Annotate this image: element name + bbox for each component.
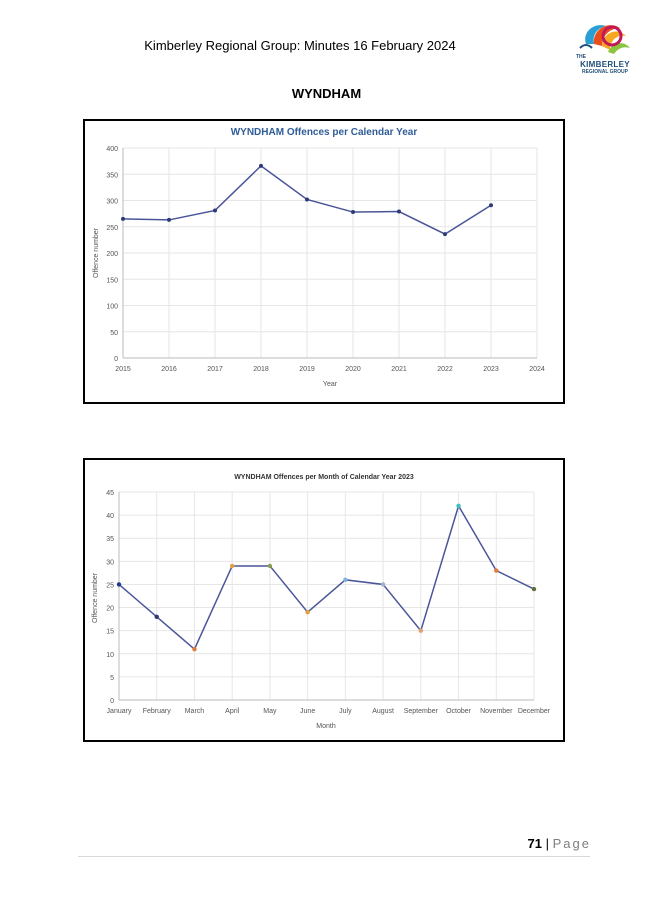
kimberley-logo-icon xyxy=(572,14,638,74)
x-tick-label: June xyxy=(300,708,315,715)
data-point xyxy=(489,203,493,208)
y-tick-label: 400 xyxy=(106,146,118,153)
data-point xyxy=(343,577,348,583)
data-point xyxy=(305,197,309,202)
data-point xyxy=(121,216,125,221)
x-tick-label: 2016 xyxy=(161,366,177,373)
y-tick-label: 50 xyxy=(110,330,118,337)
data-point xyxy=(213,208,217,213)
x-tick-label: 2021 xyxy=(391,366,407,373)
x-tick-label: May xyxy=(263,708,277,715)
x-tick-label: 2019 xyxy=(299,366,315,373)
y-tick-label: 15 xyxy=(106,629,114,636)
data-point xyxy=(267,563,273,569)
logo-text-small: THE xyxy=(576,54,586,60)
y-tick-label: 5 xyxy=(110,675,114,682)
x-tick-label: August xyxy=(372,708,394,715)
logo-text: THE KIMBERLEY REGIONAL GROUP xyxy=(572,54,638,75)
x-tick-label: 2015 xyxy=(115,366,131,373)
y-tick-label: 30 xyxy=(106,559,114,566)
logo-text-main: KIMBERLEY xyxy=(580,60,630,69)
x-tick-label: January xyxy=(107,708,132,715)
y-tick-label: 0 xyxy=(114,356,118,363)
data-point xyxy=(380,582,386,587)
monthly-offences-chart-frame: WYNDHAM Offences per Month of Calendar Y… xyxy=(83,458,565,742)
data-point xyxy=(531,586,537,592)
y-tick-label: 350 xyxy=(106,172,118,179)
page-number: 71 | Page xyxy=(528,836,591,851)
data-point xyxy=(192,646,197,652)
data-point xyxy=(154,614,159,619)
x-tick-label: February xyxy=(143,708,172,715)
footer-divider xyxy=(78,856,590,857)
data-point xyxy=(494,568,499,573)
y-tick-label: 25 xyxy=(106,582,114,589)
y-tick-label: 40 xyxy=(106,513,114,520)
data-point xyxy=(418,628,424,633)
x-tick-label: 2023 xyxy=(483,366,499,373)
y-axis-label: Offence number xyxy=(92,572,99,623)
x-tick-label: November xyxy=(480,708,513,715)
y-tick-label: 200 xyxy=(106,251,118,258)
x-tick-label: April xyxy=(225,708,239,715)
y-tick-label: 150 xyxy=(106,277,118,284)
data-point xyxy=(167,217,171,222)
x-tick-label: March xyxy=(185,708,205,715)
x-tick-label: July xyxy=(339,708,352,715)
y-tick-label: 10 xyxy=(106,652,114,659)
x-tick-label: 2018 xyxy=(253,366,269,373)
section-title: WYNDHAM xyxy=(291,86,362,101)
x-tick-label: 2022 xyxy=(437,366,453,373)
data-point xyxy=(259,163,263,168)
monthly-offences-chart: WYNDHAM Offences per Month of Calendar Y… xyxy=(92,474,551,730)
data-point xyxy=(116,582,122,587)
document-header-title: Kimberley Regional Group: Minutes 16 Feb… xyxy=(144,38,456,53)
x-tick-label: December xyxy=(518,708,551,715)
data-point xyxy=(305,609,310,615)
data-point xyxy=(351,210,355,215)
page-number-separator: | xyxy=(542,836,553,851)
x-axis-label: Year xyxy=(323,381,338,388)
x-tick-label: September xyxy=(404,708,439,715)
data-point xyxy=(229,563,235,569)
chart-title: WYNDHAM Offences per Month of Calendar Y… xyxy=(234,474,414,481)
logo-text-sub: REGIONAL GROUP xyxy=(581,69,629,75)
y-tick-label: 100 xyxy=(106,304,118,311)
y-tick-label: 20 xyxy=(106,606,114,613)
chart-title: WYNDHAM Offences per Calendar Year xyxy=(231,127,418,138)
y-tick-label: 250 xyxy=(106,225,118,232)
yearly-offences-chart-frame: WYNDHAM Offences per Calendar Year 0 50 100… xyxy=(83,119,565,404)
x-tick-label: 2020 xyxy=(345,366,361,373)
page-word: Page xyxy=(552,836,591,851)
x-tick-label: October xyxy=(446,708,472,715)
y-tick-label: 45 xyxy=(106,490,114,497)
data-point xyxy=(397,209,401,214)
data-point xyxy=(456,503,461,509)
y-tick-label: 35 xyxy=(106,536,114,543)
data-line xyxy=(118,504,535,651)
x-tick-label: 2017 xyxy=(207,366,223,373)
page-number-value: 71 xyxy=(527,836,543,851)
x-axis-label: Month xyxy=(316,723,336,730)
y-tick-label: 300 xyxy=(106,199,118,206)
y-tick-label: 0 xyxy=(110,698,114,705)
y-axis-label: Offence number xyxy=(93,227,100,278)
x-tick-label: 2024 xyxy=(529,366,545,373)
yearly-offences-chart: WYNDHAM Offences per Calendar Year 0 50 100… xyxy=(93,127,545,388)
data-point xyxy=(443,232,447,237)
